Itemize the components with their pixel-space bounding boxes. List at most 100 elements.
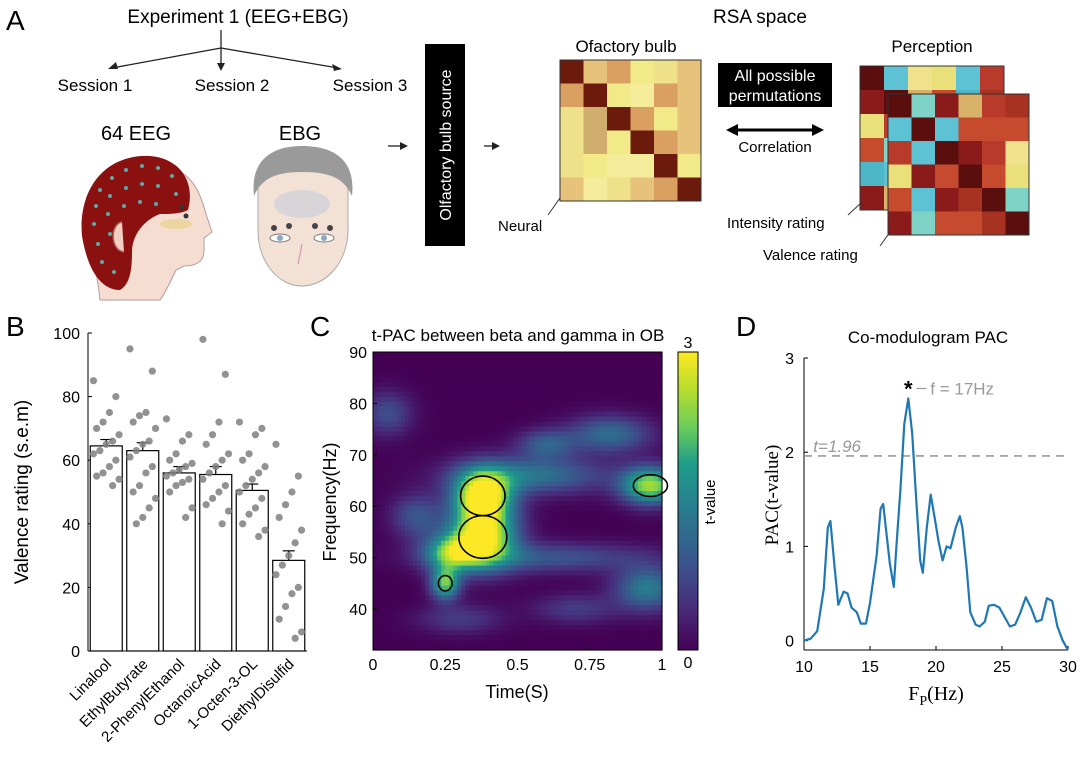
- heatmap-cell: [601, 600, 607, 606]
- heatmap-cell: [381, 555, 386, 562]
- heatmap-cell: [653, 356, 659, 363]
- heatmap-cell: [529, 426, 535, 433]
- heatmap-cell: [493, 471, 499, 477]
- heatmap-cell: [501, 635, 507, 641]
- heatmap-cell: [509, 366, 515, 373]
- heatmap-cell: [509, 426, 515, 433]
- heatmap-cell: [517, 605, 523, 611]
- heatmap-cell: [409, 456, 414, 462]
- heatmap-cell: [533, 625, 539, 631]
- matrix-cell: [607, 107, 631, 131]
- heatmap-cell: [601, 352, 607, 358]
- heatmap-cell: [465, 416, 470, 423]
- heatmap-cell: [633, 540, 639, 547]
- heatmap-cell: [641, 421, 647, 428]
- heatmap-cell: [377, 366, 382, 373]
- heatmap-cell: [545, 610, 551, 616]
- heatmap-cell: [621, 391, 627, 398]
- heatmap-cell: [645, 590, 651, 596]
- c-y-axis-label: Frequency(Hz): [320, 442, 340, 561]
- heatmap-cell: [465, 625, 470, 631]
- heatmap-cell: [657, 381, 663, 388]
- heatmap-cell: [597, 386, 603, 393]
- matrix-cell: [911, 117, 935, 141]
- heatmap-cell: [413, 436, 418, 442]
- heatmap-cell: [649, 476, 655, 482]
- heatmap-cell: [641, 600, 647, 606]
- heatmap-cell: [601, 545, 607, 552]
- heatmap-cell: [629, 640, 635, 646]
- heatmap-cell: [521, 510, 527, 517]
- heatmap-cell: [537, 600, 543, 606]
- heatmap-cell: [477, 520, 482, 527]
- heatmap-cell: [377, 555, 382, 562]
- heatmap-cell: [597, 590, 603, 596]
- heatmap-cell: [437, 381, 442, 388]
- heatmap-cell: [561, 515, 567, 522]
- heatmap-cell: [389, 640, 394, 646]
- heatmap-cell: [497, 352, 503, 358]
- heatmap-cell: [597, 476, 603, 482]
- heatmap-cell: [405, 376, 410, 383]
- heatmap-cell: [377, 630, 382, 636]
- heatmap-cell: [477, 456, 482, 462]
- heatmap-cell: [637, 426, 643, 433]
- heatmap-cell: [417, 371, 422, 378]
- heatmap-cell: [637, 366, 643, 373]
- heatmap-cell: [517, 411, 523, 418]
- heatmap-cell: [437, 590, 442, 596]
- heatmap-cell: [573, 580, 579, 587]
- heatmap-cell: [445, 421, 450, 428]
- heatmap-cell: [585, 630, 591, 636]
- heatmap-cell: [509, 645, 515, 651]
- heatmap-cell: [637, 446, 643, 452]
- heatmap-cell: [633, 481, 639, 487]
- heatmap-cell: [457, 371, 462, 378]
- heatmap-cell: [629, 381, 635, 388]
- heatmap-cell: [641, 431, 647, 438]
- heatmap-cell: [457, 515, 462, 522]
- heatmap-cell: [641, 406, 647, 413]
- heatmap-cell: [533, 431, 539, 438]
- heatmap-cell: [533, 565, 539, 572]
- heatmap-cell: [389, 391, 394, 398]
- heatmap-cell: [477, 401, 482, 408]
- heatmap-cell: [561, 461, 567, 467]
- heatmap-cell: [477, 615, 482, 621]
- heatmap-cell: [645, 610, 651, 616]
- data-point: [109, 482, 117, 490]
- heatmap-cell: [417, 361, 422, 368]
- heatmap-cell: [537, 396, 543, 403]
- heatmap-cell: [397, 580, 402, 587]
- heatmap-cell: [569, 491, 575, 497]
- heatmap-cell: [437, 525, 442, 532]
- heatmap-cell: [537, 491, 543, 497]
- heatmap-cell: [401, 411, 406, 418]
- heatmap-cell: [393, 451, 398, 457]
- heatmap-cell: [409, 560, 414, 567]
- heatmap-cell: [573, 461, 579, 467]
- heatmap-cell: [593, 376, 599, 383]
- heatmap-cell: [653, 411, 659, 418]
- heatmap-cell: [461, 416, 466, 423]
- heatmap-cell: [381, 565, 386, 572]
- heatmap-cell: [397, 386, 402, 393]
- heatmap-cell: [517, 610, 523, 616]
- matrix-cell: [1005, 164, 1029, 188]
- heatmap-cell: [421, 491, 426, 497]
- heatmap-cell: [425, 411, 430, 418]
- heatmap-cell: [477, 550, 482, 557]
- heatmap-cell: [481, 431, 486, 438]
- heatmap-cell: [649, 600, 655, 606]
- heatmap-cell: [441, 570, 446, 577]
- heatmap-cell: [629, 491, 635, 497]
- heatmap-cell: [481, 600, 486, 606]
- heatmap-cell: [397, 620, 402, 626]
- heatmap-cell: [525, 471, 531, 477]
- heatmap-cell: [573, 446, 579, 452]
- heatmap-cell: [553, 585, 559, 591]
- heatmap-cell: [389, 381, 394, 388]
- heatmap-cell: [541, 486, 547, 492]
- heatmap-cell: [493, 630, 499, 636]
- heatmap-cell: [477, 530, 482, 537]
